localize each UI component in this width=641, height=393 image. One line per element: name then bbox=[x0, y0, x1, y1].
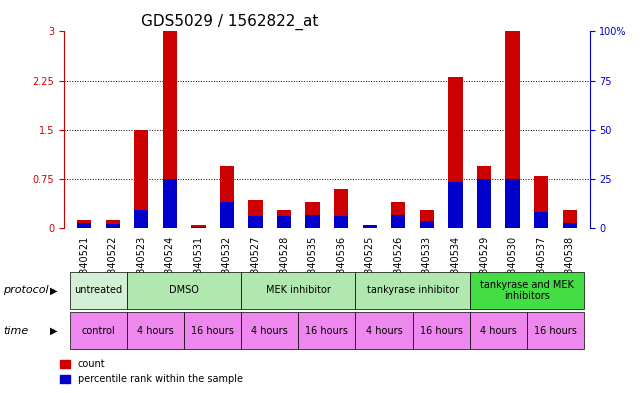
Bar bbox=[106, 220, 120, 228]
Bar bbox=[534, 212, 548, 228]
Bar bbox=[248, 200, 263, 228]
Bar bbox=[534, 176, 548, 228]
Bar bbox=[563, 223, 577, 228]
Bar bbox=[106, 224, 120, 228]
Bar bbox=[420, 209, 434, 228]
Text: 4 hours: 4 hours bbox=[365, 325, 403, 336]
Bar bbox=[563, 209, 577, 228]
Text: 4 hours: 4 hours bbox=[480, 325, 517, 336]
Text: ▶: ▶ bbox=[50, 285, 58, 296]
Bar bbox=[391, 215, 406, 228]
Bar bbox=[506, 31, 520, 228]
Text: 16 hours: 16 hours bbox=[191, 325, 234, 336]
Bar bbox=[477, 166, 491, 228]
Bar bbox=[363, 225, 377, 228]
Text: untreated: untreated bbox=[74, 285, 122, 296]
Bar bbox=[134, 209, 148, 228]
Bar bbox=[448, 77, 463, 228]
Text: 4 hours: 4 hours bbox=[137, 325, 174, 336]
Bar bbox=[448, 182, 463, 228]
Bar bbox=[220, 166, 234, 228]
Bar bbox=[134, 130, 148, 228]
Text: GDS5029 / 1562822_at: GDS5029 / 1562822_at bbox=[141, 14, 319, 30]
Text: protocol: protocol bbox=[3, 285, 49, 296]
Bar bbox=[420, 221, 434, 228]
Bar bbox=[220, 202, 234, 228]
Bar bbox=[163, 31, 177, 228]
Bar bbox=[163, 179, 177, 228]
Bar bbox=[277, 209, 291, 228]
Bar bbox=[477, 179, 491, 228]
Bar bbox=[306, 215, 320, 228]
Text: 16 hours: 16 hours bbox=[420, 325, 463, 336]
Bar bbox=[334, 189, 348, 228]
Text: MEK inhibitor: MEK inhibitor bbox=[266, 285, 331, 296]
Bar bbox=[191, 227, 206, 228]
Text: time: time bbox=[3, 325, 28, 336]
Bar bbox=[306, 202, 320, 228]
Bar bbox=[506, 179, 520, 228]
Bar bbox=[363, 225, 377, 228]
Text: tankyrase and MEK
inhibitors: tankyrase and MEK inhibitors bbox=[480, 280, 574, 301]
Bar bbox=[248, 216, 263, 228]
Text: 4 hours: 4 hours bbox=[251, 325, 288, 336]
Text: ▶: ▶ bbox=[50, 325, 58, 336]
Legend: count, percentile rank within the sample: count, percentile rank within the sample bbox=[56, 356, 246, 388]
Bar bbox=[77, 223, 91, 228]
Text: tankyrase inhibitor: tankyrase inhibitor bbox=[367, 285, 459, 296]
Bar bbox=[191, 225, 206, 228]
Bar bbox=[391, 202, 406, 228]
Bar bbox=[277, 216, 291, 228]
Bar bbox=[77, 220, 91, 228]
Bar bbox=[334, 216, 348, 228]
Text: control: control bbox=[81, 325, 115, 336]
Text: 16 hours: 16 hours bbox=[306, 325, 348, 336]
Text: 16 hours: 16 hours bbox=[534, 325, 577, 336]
Text: DMSO: DMSO bbox=[169, 285, 199, 296]
